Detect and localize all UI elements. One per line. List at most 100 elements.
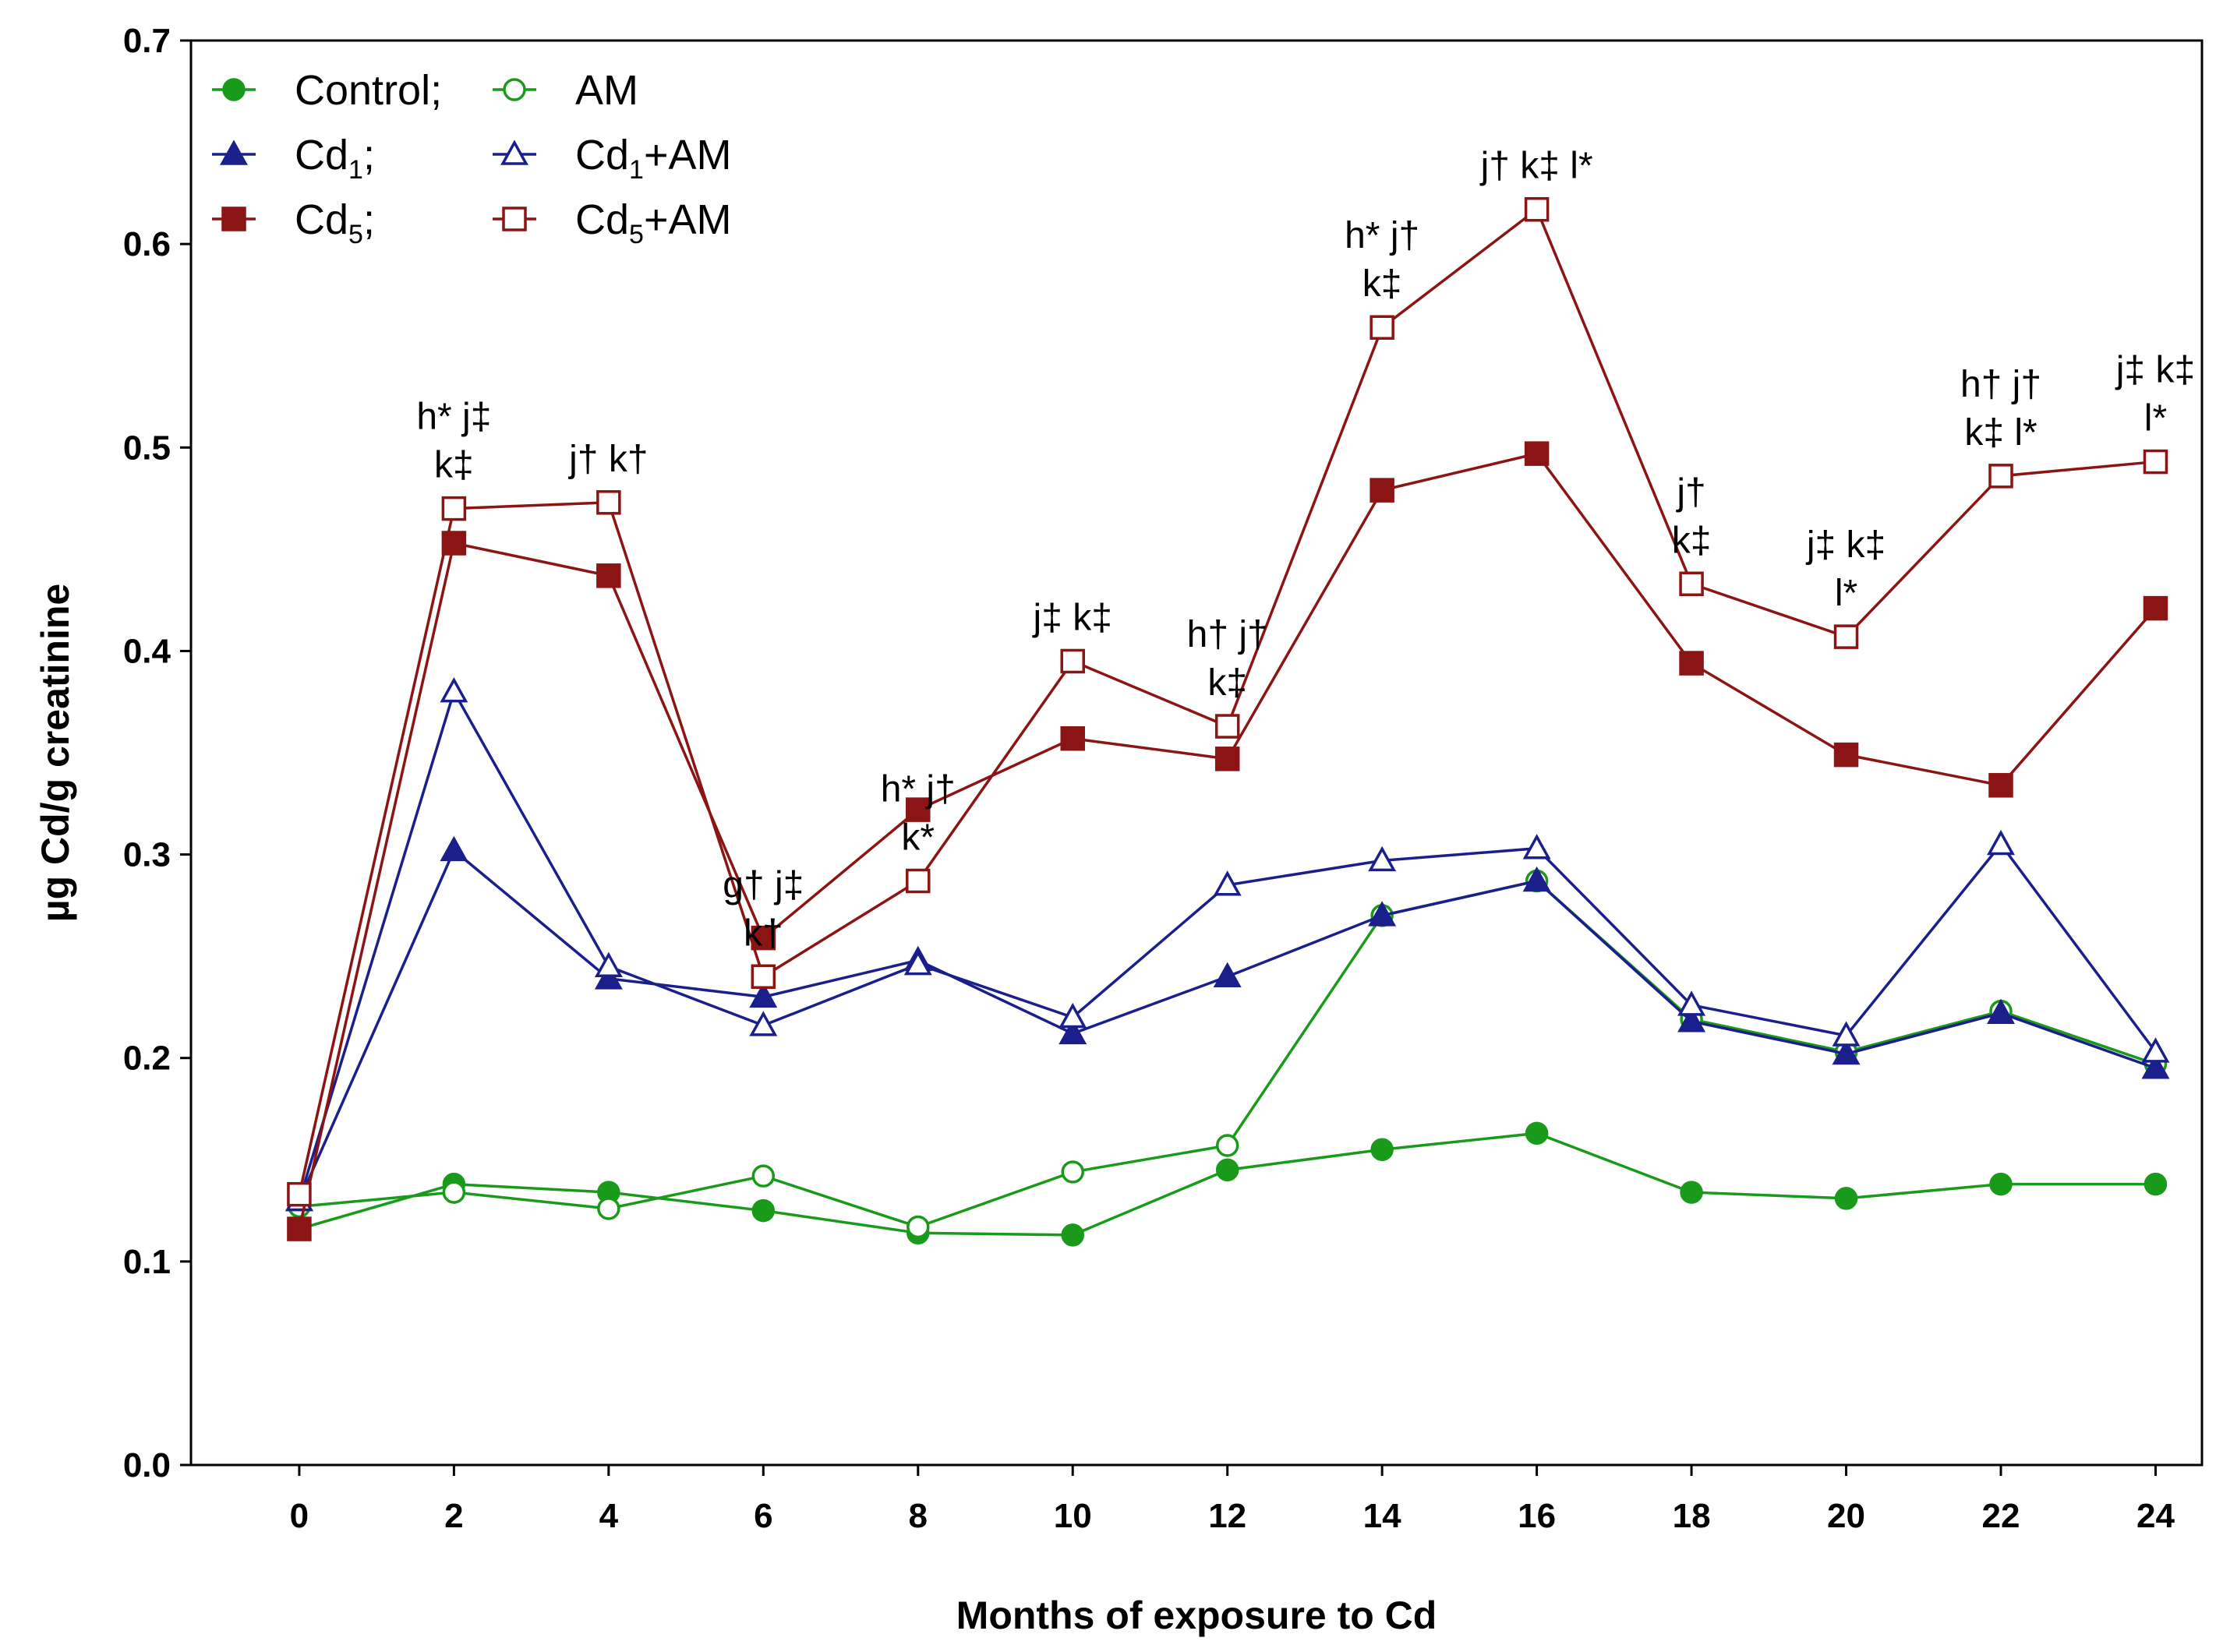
- data-point: [1368, 901, 1397, 927]
- data-point: [596, 563, 621, 588]
- significance-annotation: k‡: [1362, 263, 1402, 305]
- data-point: [2141, 1054, 2170, 1079]
- y-tick-label: 0.3: [123, 836, 171, 874]
- significance-annotation: h† j†: [1187, 614, 1268, 655]
- data-point: [903, 949, 932, 976]
- x-tick-label: 20: [1827, 1497, 1865, 1535]
- significance-annotation: h* j†: [881, 769, 956, 810]
- y-tick-label: 0.4: [123, 632, 171, 670]
- data-point: [1524, 441, 1550, 466]
- legend-label: Control;: [295, 67, 442, 114]
- data-point: [2141, 1037, 2170, 1063]
- y-axis: 0.0 0.1 0.2 0.3 0.4 0.5 0.6 0.7: [123, 22, 191, 1484]
- data-point: [1988, 773, 2013, 798]
- data-point: [1370, 478, 1394, 503]
- x-tick-label: 22: [1982, 1497, 2020, 1535]
- data-point: [440, 835, 468, 862]
- data-point: [1832, 1021, 1861, 1047]
- data-point: [287, 1216, 312, 1241]
- data-point: [1833, 742, 1859, 768]
- legend-marker: [503, 78, 526, 101]
- data-point: [1987, 998, 2015, 1025]
- data-point: [1524, 196, 1550, 222]
- data-point: [1370, 315, 1394, 340]
- legend-label: Cd5+AM: [575, 196, 732, 249]
- x-axis-title: Months of exposure to Cd: [956, 1594, 1437, 1637]
- data-point: [749, 1011, 778, 1036]
- data-point: [1522, 866, 1551, 892]
- data-point: [2143, 449, 2168, 475]
- legend-label: Cd5;: [295, 196, 375, 249]
- y-tick-label: 0.2: [123, 1040, 171, 1078]
- data-point: [1213, 962, 1242, 988]
- data-point: [594, 964, 623, 990]
- plot-frame: [189, 39, 2204, 1467]
- data-point: [440, 677, 468, 703]
- data-point: [907, 1215, 930, 1239]
- significance-annotation: k‡: [1672, 520, 1712, 561]
- significance-annotation: j† k†: [567, 439, 648, 480]
- data-point: [287, 1181, 312, 1207]
- data-point: [1059, 1002, 1087, 1029]
- legend-label: AM: [575, 67, 638, 114]
- significance-annotation: g† j‡: [723, 864, 804, 905]
- x-tick-label: 18: [1673, 1497, 1711, 1535]
- y-tick-label: 0.0: [123, 1446, 171, 1484]
- x-tick-label: 2: [444, 1497, 463, 1535]
- data-point: [1833, 624, 1859, 649]
- data-point: [1987, 829, 2015, 856]
- x-tick-label: 0: [290, 1497, 309, 1535]
- legend-label: Cd1;: [295, 132, 375, 185]
- data-point: [1677, 990, 1706, 1016]
- x-tick-label: 6: [754, 1497, 772, 1535]
- significance-annotation: k†: [744, 912, 783, 954]
- data-point: [1214, 714, 1240, 739]
- x-tick-label: 10: [1054, 1497, 1092, 1535]
- data-point: [1061, 1223, 1084, 1247]
- data-point: [1215, 1158, 1239, 1182]
- data-point: [1834, 1187, 1858, 1210]
- data-point: [1368, 845, 1397, 872]
- x-axis: 0 2 4 6 8 10 12 14 16 18 20 22 24: [290, 1465, 2175, 1535]
- data-point: [1214, 747, 1240, 771]
- data-point: [1525, 1121, 1549, 1145]
- x-tick-label: 8: [909, 1497, 928, 1535]
- data-point: [1522, 834, 1551, 860]
- x-tick-label: 14: [1363, 1497, 1401, 1535]
- x-tick-label: 16: [1518, 1497, 1556, 1535]
- series-cd5: [287, 441, 2168, 1241]
- x-tick-label: 4: [599, 1497, 619, 1535]
- significance-annotation: h* j†: [1345, 215, 1419, 256]
- data-point: [1832, 1039, 1861, 1065]
- data-point: [1060, 648, 1085, 674]
- data-point: [749, 982, 778, 1008]
- data-point: [1213, 870, 1242, 896]
- data-point: [1215, 1134, 1239, 1157]
- data-point: [1679, 651, 1704, 676]
- y-tick-label: 0.1: [123, 1243, 171, 1281]
- data-point: [2143, 595, 2168, 621]
- legend: Control; AM Cd1; Cd1+AM Cd5; Cd5+AM: [212, 67, 732, 249]
- legend-marker: [220, 139, 248, 165]
- data-point: [751, 1198, 776, 1223]
- data-point: [1988, 464, 2013, 489]
- significance-annotation: l*: [2144, 398, 2167, 439]
- significance-annotation: h* j‡: [416, 397, 491, 438]
- data-point: [906, 797, 931, 822]
- significance-annotation: j‡ k‡: [1032, 597, 1112, 638]
- data-point: [751, 1164, 776, 1188]
- y-tick-label: 0.5: [123, 429, 171, 467]
- y-axis-title: µg Cd/g creatinine: [34, 584, 77, 922]
- significance-annotation: k‡ l*: [1964, 412, 2037, 454]
- series-am: [288, 869, 2168, 1239]
- legend-marker: [502, 206, 527, 231]
- significance-annotation: h† j†: [1960, 364, 2041, 405]
- data-point: [1060, 725, 1085, 751]
- significance-annotation: k‡: [1207, 662, 1247, 704]
- data-point: [1059, 1018, 1087, 1045]
- data-point: [1677, 1007, 1706, 1032]
- data-point: [1989, 1172, 2013, 1196]
- data-point: [2144, 1172, 2168, 1196]
- legend-marker: [221, 206, 246, 231]
